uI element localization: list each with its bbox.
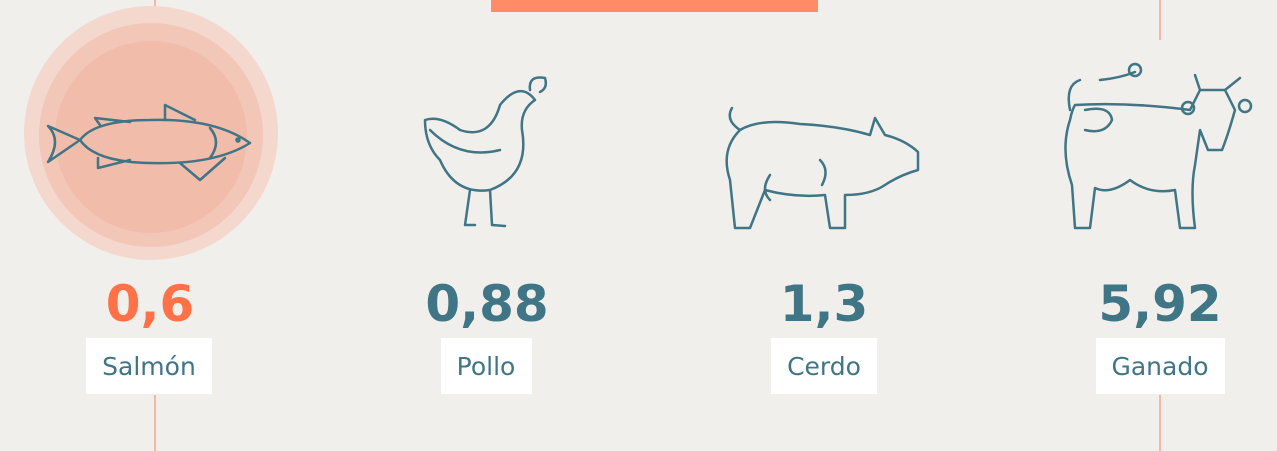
- pig-icon: [725, 106, 920, 230]
- connector-lines: [154, 0, 1161, 451]
- label: Cerdo: [787, 352, 861, 381]
- salmon-icon: [46, 103, 252, 182]
- label: Ganado: [1111, 352, 1208, 381]
- label: Salmón: [102, 352, 196, 381]
- label-boxes: [86, 338, 1225, 394]
- label: Pollo: [457, 352, 516, 381]
- value: 1,3: [780, 275, 869, 333]
- highlight-circles: [24, 6, 278, 260]
- cattle-icon: [1064, 62, 1253, 230]
- value: 5,92: [1098, 275, 1221, 333]
- top-bar: [491, 0, 818, 12]
- value: 0,6: [106, 275, 195, 333]
- value: 0,88: [425, 275, 548, 333]
- chicken-icon: [423, 76, 548, 228]
